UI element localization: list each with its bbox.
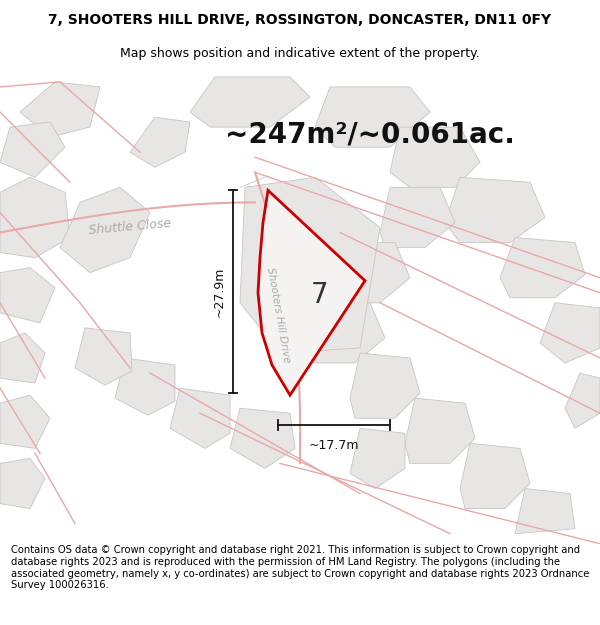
Polygon shape	[445, 177, 545, 242]
Polygon shape	[405, 398, 475, 463]
Text: Shooters Hill Drive: Shooters Hill Drive	[265, 266, 292, 363]
Polygon shape	[515, 489, 575, 534]
Polygon shape	[258, 191, 365, 395]
Polygon shape	[565, 373, 600, 428]
Text: ~17.7m: ~17.7m	[309, 439, 359, 452]
Polygon shape	[0, 458, 45, 509]
Polygon shape	[310, 302, 385, 363]
Polygon shape	[0, 268, 55, 323]
Polygon shape	[60, 188, 150, 272]
Polygon shape	[0, 177, 70, 258]
Polygon shape	[170, 388, 230, 448]
Polygon shape	[0, 333, 45, 383]
Text: 7: 7	[311, 281, 329, 309]
Polygon shape	[0, 395, 50, 448]
Polygon shape	[240, 177, 380, 353]
Polygon shape	[350, 428, 405, 489]
Polygon shape	[540, 302, 600, 363]
Text: Map shows position and indicative extent of the property.: Map shows position and indicative extent…	[120, 48, 480, 61]
Text: ~247m²/~0.061ac.: ~247m²/~0.061ac.	[225, 120, 515, 148]
Polygon shape	[350, 353, 420, 418]
Polygon shape	[75, 328, 132, 385]
Polygon shape	[130, 117, 190, 168]
Polygon shape	[390, 127, 480, 188]
Polygon shape	[115, 358, 175, 415]
Text: 7, SHOOTERS HILL DRIVE, ROSSINGTON, DONCASTER, DN11 0FY: 7, SHOOTERS HILL DRIVE, ROSSINGTON, DONC…	[49, 13, 551, 27]
Text: Shuttle Close: Shuttle Close	[88, 216, 172, 237]
Polygon shape	[190, 77, 310, 127]
Polygon shape	[335, 242, 410, 302]
Polygon shape	[230, 408, 295, 469]
Polygon shape	[20, 82, 100, 137]
Polygon shape	[380, 188, 455, 248]
Polygon shape	[0, 122, 65, 177]
Polygon shape	[460, 443, 530, 509]
Polygon shape	[315, 87, 430, 147]
Text: ~27.9m: ~27.9m	[212, 266, 226, 317]
Text: Contains OS data © Crown copyright and database right 2021. This information is : Contains OS data © Crown copyright and d…	[11, 545, 589, 590]
Polygon shape	[500, 238, 585, 298]
